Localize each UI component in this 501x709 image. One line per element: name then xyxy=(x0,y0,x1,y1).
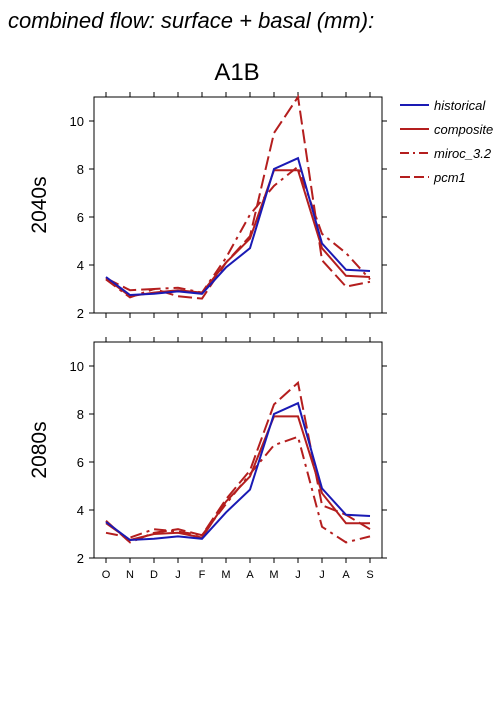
y-tick-label: 10 xyxy=(70,359,84,374)
x-tick-label: J xyxy=(175,569,181,581)
y-tick-label: 10 xyxy=(70,114,84,129)
panel-label: 2080s xyxy=(28,421,51,478)
legend-label: miroc_3.2 xyxy=(434,146,492,161)
plot-frame xyxy=(93,96,383,314)
y-tick-label: 8 xyxy=(77,162,84,177)
series-line-composite xyxy=(105,415,370,542)
x-tick-label: A xyxy=(342,569,350,581)
series-line-pcm1 xyxy=(105,94,371,300)
series-line-historical xyxy=(105,156,371,297)
series-line-miroc_3.2 xyxy=(105,164,371,299)
y-tick-label: 4 xyxy=(77,258,84,273)
legend-item-pcm1: pcm1 xyxy=(400,170,466,185)
y-tick-label: 6 xyxy=(77,455,84,470)
x-tick-label: J xyxy=(295,569,301,581)
x-tick-label: O xyxy=(102,569,111,581)
legend-label: pcm1 xyxy=(433,170,466,185)
y-tick-label: 4 xyxy=(77,503,84,518)
y-tick-label: 8 xyxy=(77,407,84,422)
x-tick-label: F xyxy=(199,569,206,581)
x-tick-label: D xyxy=(150,569,158,581)
series-line-historical xyxy=(105,401,371,542)
series-line-pcm1 xyxy=(105,380,371,544)
legend-item-miroc_3.2: miroc_3.2 xyxy=(400,146,492,161)
panel-2040s: 2 4 6 8 10 2040s xyxy=(28,92,387,321)
panel-2080s: 2 4 6 8 10 O N D J F M A M J J A S 2080s xyxy=(28,337,387,581)
x-tick-label: A xyxy=(246,569,254,581)
legend-item-composite: composite xyxy=(400,122,493,137)
legend: historical composite miroc_3.2 pcm1 xyxy=(400,98,493,185)
x-tick-label: J xyxy=(319,569,325,581)
x-tick-label: N xyxy=(126,569,134,581)
series-line-composite xyxy=(105,169,371,298)
scenario-label: A1B xyxy=(214,59,259,86)
x-tick-label: M xyxy=(221,569,230,581)
legend-label: historical xyxy=(434,98,486,113)
y-tick-label: 6 xyxy=(77,210,84,225)
legend-label: composite xyxy=(434,122,493,137)
panels: 2 4 6 8 10 2040s 2 4 6 8 10 O N D J F M A M J J A S 2080s xyxy=(28,92,387,581)
legend-item-historical: historical xyxy=(400,98,486,113)
y-tick-label: 2 xyxy=(77,551,84,566)
figure-title: combined flow: surface + basal (mm): xyxy=(8,8,374,33)
x-tick-label: M xyxy=(269,569,278,581)
x-tick-label: S xyxy=(366,569,373,581)
plot-frame xyxy=(93,341,383,559)
y-tick-label: 2 xyxy=(77,306,84,321)
panel-label: 2040s xyxy=(28,176,51,233)
